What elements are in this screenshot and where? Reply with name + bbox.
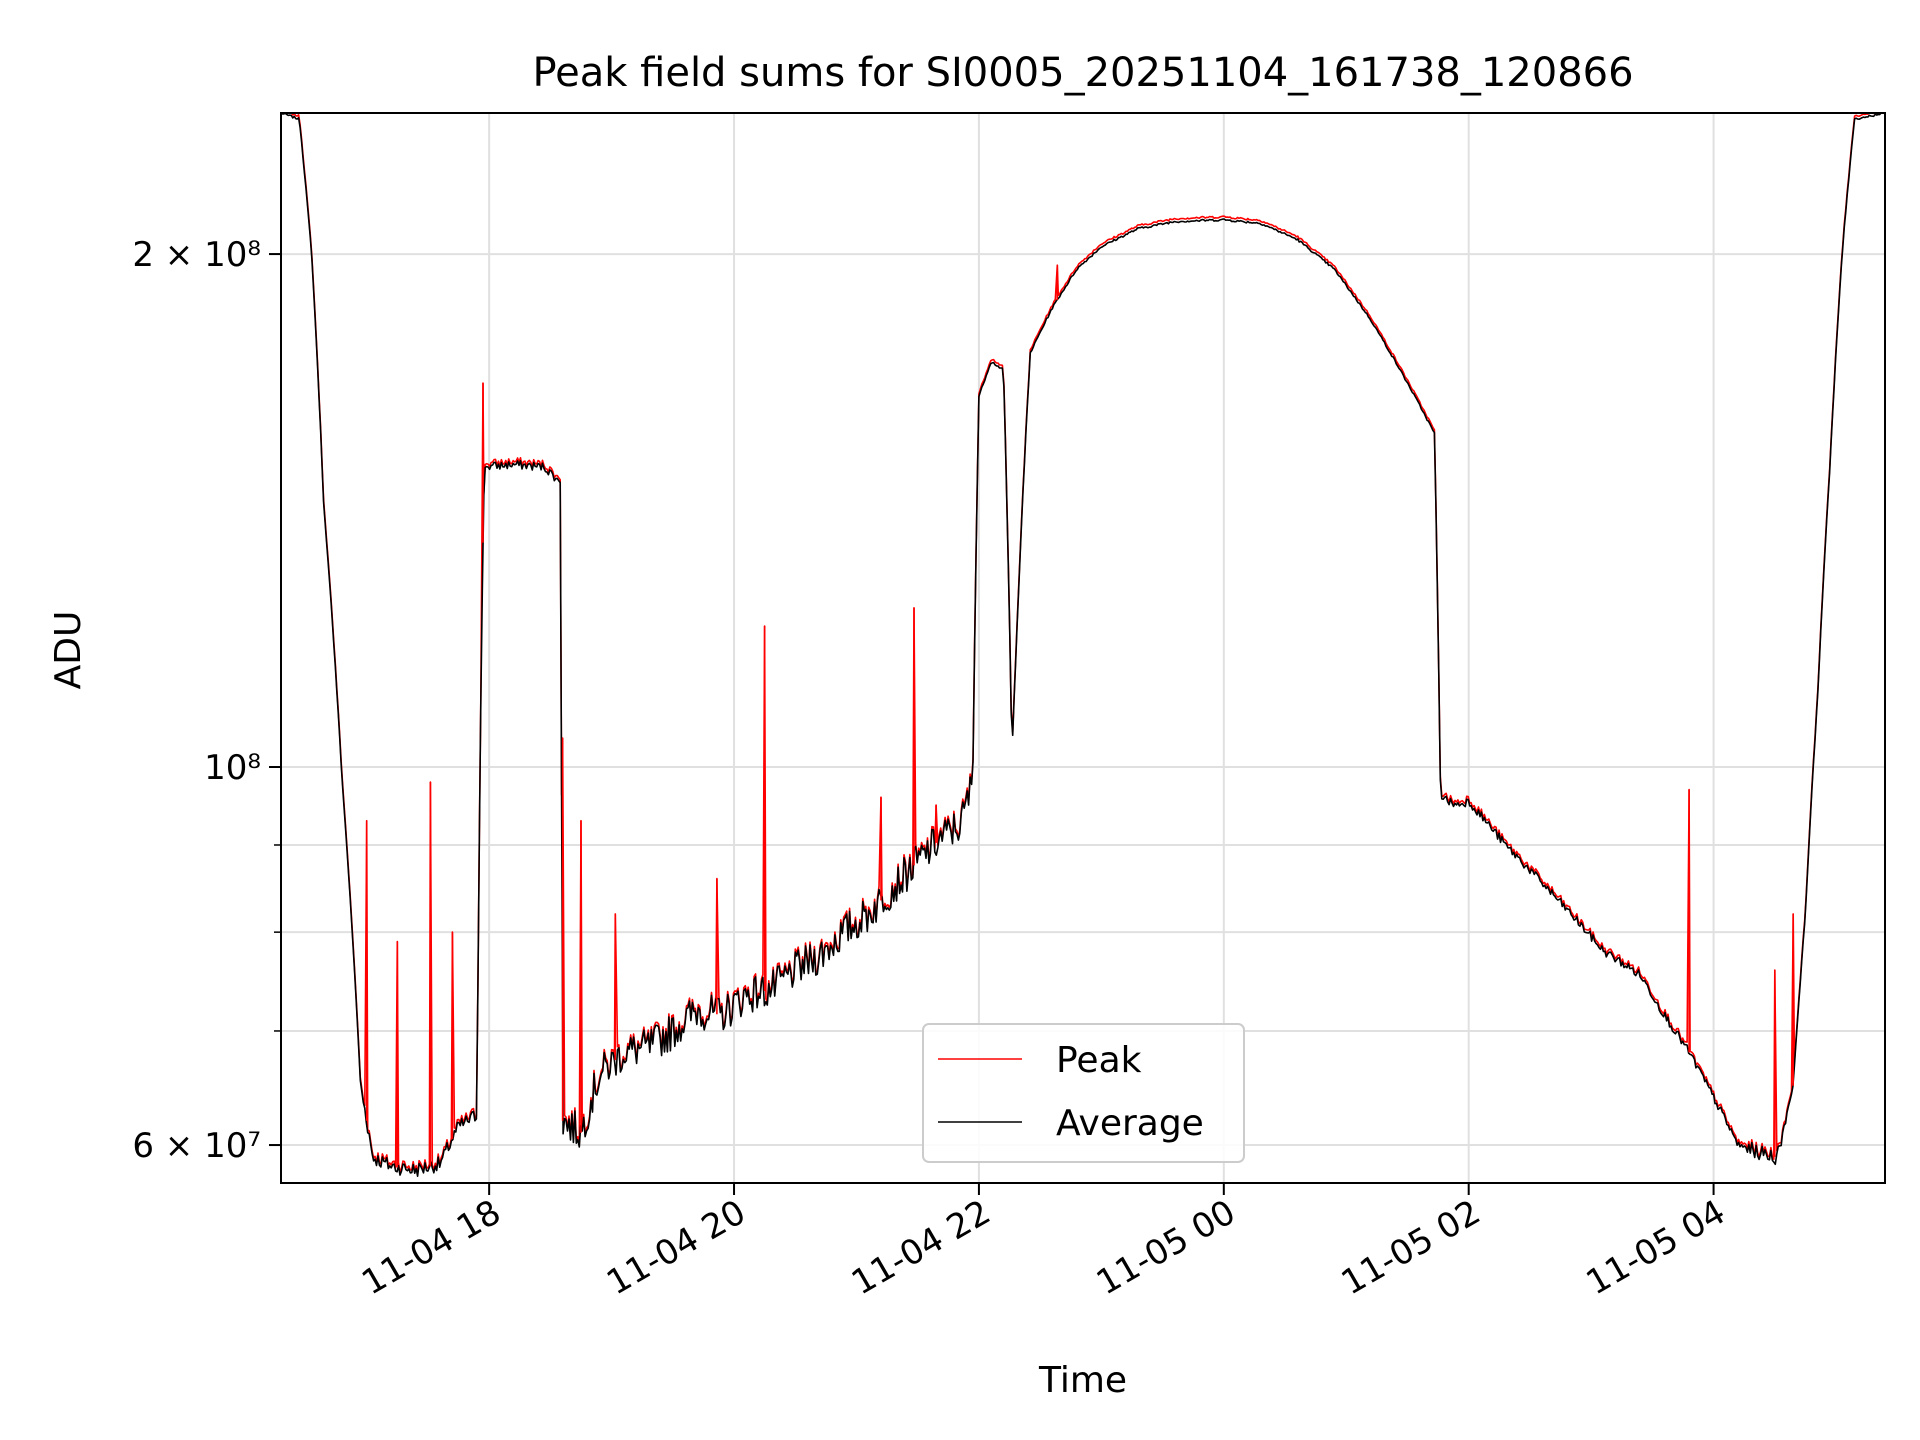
y-tick-label: 6 × 10⁷ xyxy=(132,1126,261,1166)
legend-label-peak: Peak xyxy=(1056,1040,1142,1081)
x-axis-label: Time xyxy=(1038,1360,1127,1401)
y-axis-label: ADU xyxy=(48,611,89,690)
y-axis-ticks: 6 × 10⁷ 10⁸ 2 × 10⁸ xyxy=(132,235,281,1166)
y-tick-label: 10⁸ xyxy=(204,748,261,788)
plot-area-series xyxy=(280,112,1885,1177)
legend-label-average: Average xyxy=(1056,1103,1204,1144)
series-line-peak xyxy=(281,112,1884,1174)
plot-frame xyxy=(280,112,1886,1184)
y-tick-label: 2 × 10⁸ xyxy=(132,235,261,275)
series-line-average xyxy=(280,112,1885,1177)
legend: Peak Average xyxy=(922,1023,1245,1163)
chart-title: Peak field sums for SI0005_20251104_1617… xyxy=(532,50,1633,96)
